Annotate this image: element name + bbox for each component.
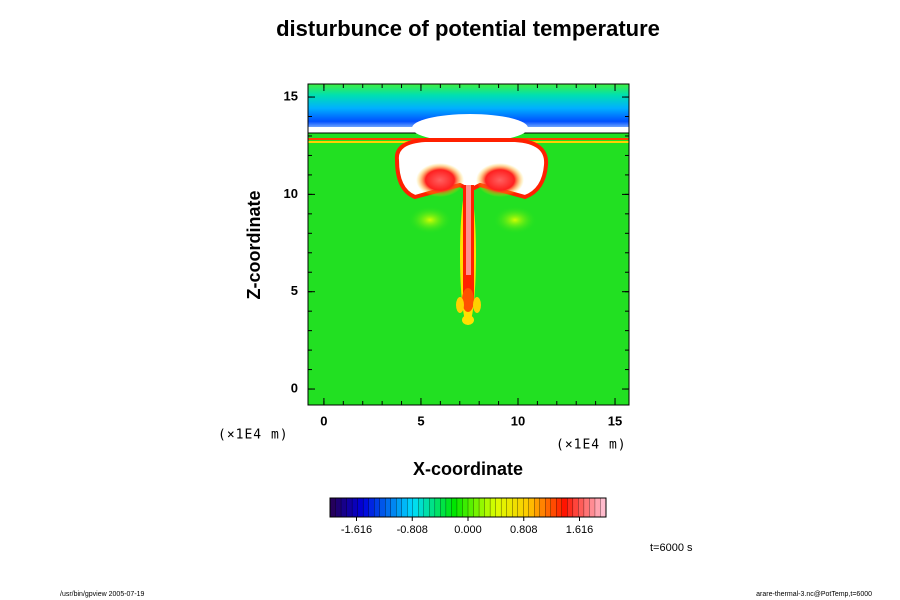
- colorbar-cell: [495, 497, 502, 518]
- y-tick-label: 10: [284, 186, 298, 201]
- colorbar-cell: [523, 497, 530, 518]
- colorbar-cell: [545, 497, 552, 518]
- colorbar-cell: [500, 497, 508, 518]
- colorbar-cell: [385, 497, 392, 518]
- colorbar-cell: [578, 497, 585, 518]
- colorbar-cell: [418, 497, 425, 518]
- plot-frame: [307, 83, 630, 406]
- colorbar-cell: [539, 497, 546, 518]
- colorbar-cell: [374, 497, 381, 518]
- x-axis-units: (×1E4 m): [556, 438, 627, 453]
- colorbar-cell: [434, 497, 441, 518]
- colorbar-cell: [368, 497, 375, 518]
- x-axis-label: X-coordinate: [413, 459, 523, 479]
- y-tick-label: 5: [291, 283, 298, 298]
- colorbar-cell: [362, 497, 370, 518]
- colorbar-cell: [445, 497, 452, 518]
- footer-left: /usr/bin/gpview 2005-07-19: [60, 591, 145, 598]
- colorbar-cell: [396, 497, 403, 518]
- colorbar-cell: [517, 497, 524, 518]
- y-axis-label: Z-coordinate: [244, 190, 264, 299]
- colorbar-cell: [506, 497, 513, 518]
- colorbar-cell: [561, 497, 568, 518]
- colorbar-tick-label: 0.808: [510, 524, 538, 536]
- colorbar-tick-label: 1.616: [566, 524, 594, 536]
- colorbar-cell: [528, 497, 535, 518]
- colorbar-cell: [512, 497, 519, 518]
- colorbar-cell: [451, 497, 458, 518]
- colorbar-cell: [357, 497, 364, 518]
- colorbar-cell: [484, 497, 491, 518]
- colorbar-cell: [462, 497, 469, 518]
- x-tick-label: 5: [417, 413, 424, 428]
- colorbar-cell: [429, 497, 436, 518]
- colorbar-cell: [600, 497, 607, 518]
- x-tick-label: 15: [608, 413, 622, 428]
- y-tick-label: 15: [284, 88, 298, 103]
- colorbar-cell: [456, 497, 463, 518]
- colorbar-cell: [550, 497, 557, 518]
- colorbar-cell: [594, 497, 601, 518]
- chart-title: disturbunce of potential temperature: [276, 16, 660, 41]
- colorbar-cell: [478, 497, 486, 518]
- time-label: t=6000 s: [650, 542, 693, 554]
- colorbar-cell: [534, 497, 541, 518]
- colorbar-cell: [379, 497, 386, 518]
- colorbar-cell: [572, 497, 579, 518]
- colorbar-cell: [489, 497, 497, 518]
- colorbar-cell: [407, 497, 414, 518]
- x-tick-label: 0: [320, 413, 327, 428]
- colorbar-tick-label: -0.808: [397, 524, 428, 536]
- x-tick-label: 10: [511, 413, 525, 428]
- colorbar-cell: [351, 497, 359, 518]
- colorbar-cell: [401, 497, 408, 518]
- colorbar-cell: [329, 497, 336, 518]
- colorbar-cell: [440, 497, 447, 518]
- y-axis-units: (×1E4 m): [218, 428, 289, 443]
- footer-right: arare-thermal-3.nc@PotTemp,t=6000: [756, 591, 872, 598]
- colorbar-cell: [467, 497, 474, 518]
- colorbar-cell: [583, 497, 590, 518]
- colorbar-cell: [423, 497, 430, 518]
- colorbar-cell: [567, 497, 574, 518]
- colorbar-cell: [412, 497, 419, 518]
- colorbar-cell: [556, 497, 563, 518]
- colorbar-cell: [340, 497, 348, 518]
- contour-field: [308, 84, 629, 405]
- y-tick-label: 0: [291, 380, 298, 395]
- colorbar-cell: [335, 497, 342, 518]
- colorbar-cell: [589, 497, 596, 518]
- colorbar-cell: [473, 497, 480, 518]
- colorbar-tick-label: 0.000: [454, 524, 482, 536]
- colorbar-tick-label: -1.616: [341, 524, 372, 536]
- colorbar-cell: [390, 497, 397, 518]
- colorbar-cell: [346, 497, 353, 518]
